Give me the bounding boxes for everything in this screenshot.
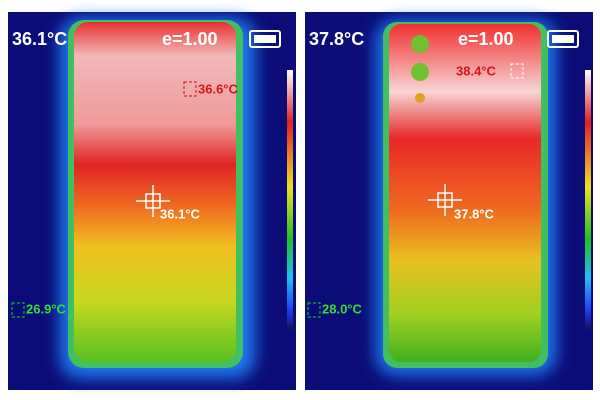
min-label: 28.0°C — [322, 301, 363, 316]
battery — [547, 30, 579, 48]
max-label: 38.4°C — [456, 63, 497, 78]
phone-body — [74, 22, 236, 362]
center-label: 37.8°C — [454, 206, 495, 221]
battery-level — [552, 35, 574, 43]
camera-flash — [415, 93, 425, 103]
min-label: 26.9°C — [26, 301, 67, 316]
crosshair — [428, 184, 462, 216]
color-scale — [585, 70, 591, 330]
center-label: 36.1°C — [160, 206, 201, 221]
emissivity: e=1.00 — [458, 29, 514, 49]
battery — [249, 30, 281, 48]
color-scale — [287, 70, 293, 330]
max-marker — [183, 81, 197, 97]
battery-level — [254, 35, 276, 43]
header-temp: 37.8°C — [309, 29, 364, 49]
crosshair — [136, 185, 170, 217]
phone-body — [389, 24, 541, 362]
min-marker — [307, 302, 321, 318]
max-marker — [510, 63, 524, 79]
min-marker — [11, 302, 25, 318]
camera-lens — [411, 63, 429, 81]
camera-lens — [411, 35, 429, 53]
panel-left: 36.1°C e=1.00 36.6°C 36.1°C 26.9°C — [8, 12, 296, 390]
emissivity: e=1.00 — [162, 29, 218, 49]
max-label: 36.6°C — [198, 81, 239, 96]
panel-right: 37.8°C e=1.00 38.4°C 37.8°C 28.0°C — [305, 12, 593, 390]
header-temp: 36.1°C — [12, 29, 67, 49]
